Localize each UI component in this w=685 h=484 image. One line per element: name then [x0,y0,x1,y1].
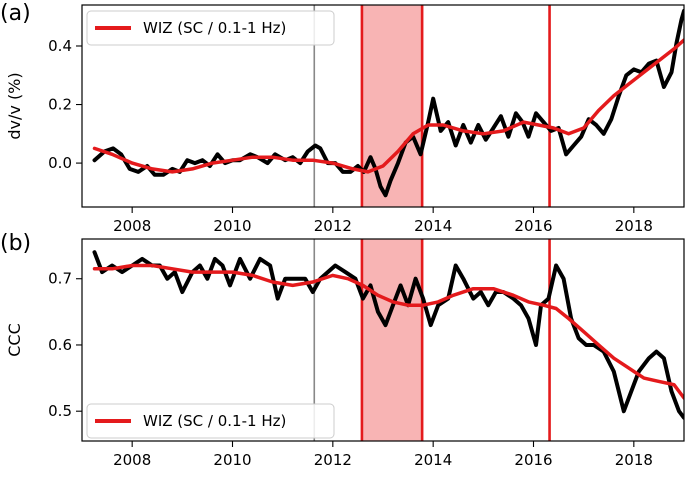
panel-a-ylabel: dv/v (%) [5,72,24,139]
panel-a-y-tick-label-0: 0.0 [48,154,72,172]
panel-a-legend-label: WIZ (SC / 0.1-1 Hz) [143,19,286,37]
panel-b-legend: WIZ (SC / 0.1-1 Hz) [86,403,335,439]
panel-a-letter: (a) [0,1,31,26]
panel-b-x-tick-label-2018: 2018 [615,451,653,469]
panel-b-y-tick-label-0: 0.5 [48,402,72,420]
panel-a: (a) dv/v (%) 2008 2010 2012 2014 2016 2018 0.0… [0,1,685,235]
panel-a-axes-frame [81,4,685,208]
panel-b-x-tick-label-2012: 2012 [314,451,352,469]
panel-b-shaded-interval [361,239,423,441]
panel-b-x-tick-label-2010: 2010 [213,451,251,469]
panel-a-x-tick-label-2008: 2008 [113,217,151,235]
panel-a-legend: WIZ (SC / 0.1-1 Hz) [86,10,335,46]
panel-b-series-smoothed [92,263,684,400]
panel-b-letter: (b) [0,231,31,256]
panel-a-legend-box [86,10,335,46]
panel-b-legend-box [86,403,335,439]
panel-a-plot-area: 2008 2010 2012 2014 2016 2018 0.0 0.2 0.4 [48,4,685,235]
panel-a-y-tick-label-1: 0.2 [48,96,72,114]
panel-a-series-raw [92,8,684,198]
panel-b-axes-frame [81,238,685,442]
panel-a-x-tick-label-2012: 2012 [314,217,352,235]
panel-a-x-tick-label-2010: 2010 [213,217,251,235]
panel-a-x-tick-label-2018: 2018 [615,217,653,235]
panel-b-y-tick-label-2: 0.7 [48,270,72,288]
panel-a-y-tick-label-2: 0.4 [48,37,72,55]
panel-b-series-raw [92,250,684,420]
panel-a-x-tick-label-2016: 2016 [514,217,552,235]
panel-a-x-tick-label-2014: 2014 [414,217,452,235]
panel-b-x-tick-label-2016: 2016 [514,451,552,469]
panel-b-legend-label: WIZ (SC / 0.1-1 Hz) [143,412,286,430]
panel-b: (b) CCC 2008 2010 2012 2014 2016 2018 0.5 0.6 0.… [0,231,685,469]
panel-b-plot-area: 2008 2010 2012 2014 2016 2018 0.5 0.6 0.7 [48,238,685,469]
panel-b-y-tick-label-1: 0.6 [48,336,72,354]
panel-b-ylabel: CCC [5,323,24,357]
panel-b-x-tick-label-2014: 2014 [414,451,452,469]
panel-b-x-tick-label-2008: 2008 [113,451,151,469]
panel-a-series-smoothed [92,38,684,174]
